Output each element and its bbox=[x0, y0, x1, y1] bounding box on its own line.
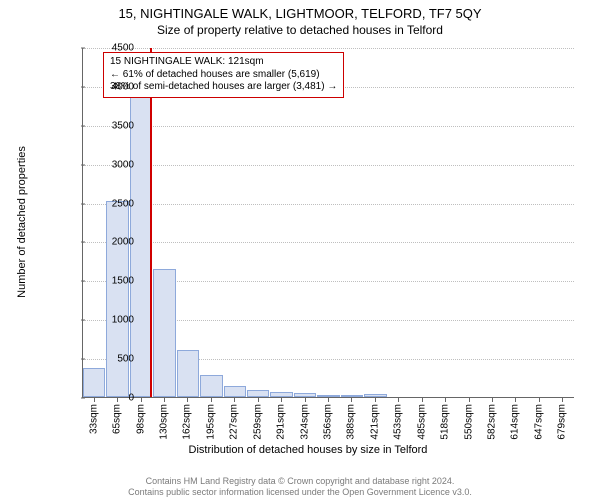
histogram-bar bbox=[294, 393, 316, 397]
histogram-bar bbox=[177, 350, 199, 397]
y-tick-label: 1000 bbox=[90, 315, 134, 326]
y-tick-mark bbox=[81, 320, 85, 321]
plot-area: 15 NIGHTINGALE WALK: 121sqm ← 61% of det… bbox=[82, 48, 574, 398]
gridline bbox=[83, 242, 574, 243]
x-tick-label: 614sqm bbox=[510, 404, 521, 440]
x-tick-mark bbox=[445, 398, 446, 402]
histogram-bar bbox=[153, 269, 175, 397]
callout-line-1: 15 NIGHTINGALE WALK: 121sqm bbox=[110, 56, 337, 69]
y-tick-mark bbox=[81, 242, 85, 243]
x-tick-label: 388sqm bbox=[346, 404, 357, 440]
histogram-bar bbox=[200, 375, 222, 397]
histogram-bar bbox=[224, 386, 246, 397]
y-tick-mark bbox=[81, 48, 85, 49]
x-tick-label: 195sqm bbox=[205, 404, 216, 440]
chart-container: Number of detached properties 15 NIGHTIN… bbox=[34, 42, 582, 437]
histogram-bar bbox=[364, 394, 386, 397]
footer-line-1: Contains HM Land Registry data © Crown c… bbox=[0, 476, 600, 487]
x-tick-label: 421sqm bbox=[369, 404, 380, 440]
histogram-bar bbox=[317, 395, 339, 397]
y-tick-label: 4500 bbox=[90, 43, 134, 54]
histogram-bar bbox=[106, 201, 128, 397]
x-tick-label: 227sqm bbox=[229, 404, 240, 440]
x-tick-mark bbox=[562, 398, 563, 402]
x-tick-label: 291sqm bbox=[276, 404, 287, 440]
gridline bbox=[83, 204, 574, 205]
x-tick-mark bbox=[539, 398, 540, 402]
gridline bbox=[83, 126, 574, 127]
gridline bbox=[83, 165, 574, 166]
histogram-bar bbox=[247, 390, 269, 397]
y-tick-label: 4000 bbox=[90, 81, 134, 92]
histogram-bar bbox=[341, 395, 363, 397]
x-tick-label: 550sqm bbox=[463, 404, 474, 440]
callout-line-2: ← 61% of detached houses are smaller (5,… bbox=[110, 69, 337, 82]
x-tick-mark bbox=[375, 398, 376, 402]
y-tick-label: 1500 bbox=[90, 276, 134, 287]
x-tick-mark bbox=[305, 398, 306, 402]
x-tick-mark bbox=[258, 398, 259, 402]
x-tick-mark bbox=[94, 398, 95, 402]
x-tick-label: 453sqm bbox=[393, 404, 404, 440]
x-tick-mark bbox=[515, 398, 516, 402]
y-tick-label: 500 bbox=[90, 354, 134, 365]
x-tick-mark bbox=[398, 398, 399, 402]
y-tick-label: 2000 bbox=[90, 237, 134, 248]
y-tick-label: 2500 bbox=[90, 198, 134, 209]
x-tick-mark bbox=[141, 398, 142, 402]
callout-box: 15 NIGHTINGALE WALK: 121sqm ← 61% of det… bbox=[103, 52, 344, 98]
y-tick-label: 0 bbox=[90, 393, 134, 404]
callout-line-3: 38% of semi-detached houses are larger (… bbox=[110, 81, 337, 94]
x-tick-label: 162sqm bbox=[182, 404, 193, 440]
x-tick-label: 356sqm bbox=[323, 404, 334, 440]
x-tick-label: 324sqm bbox=[299, 404, 310, 440]
y-tick-mark bbox=[81, 164, 85, 165]
histogram-bar bbox=[270, 392, 292, 397]
x-tick-mark bbox=[117, 398, 118, 402]
y-tick-mark bbox=[81, 86, 85, 87]
property-marker-line bbox=[150, 48, 152, 397]
x-tick-mark bbox=[469, 398, 470, 402]
x-tick-label: 98sqm bbox=[135, 404, 146, 434]
y-tick-mark bbox=[81, 281, 85, 282]
x-tick-label: 518sqm bbox=[440, 404, 451, 440]
x-tick-mark bbox=[492, 398, 493, 402]
x-tick-label: 130sqm bbox=[159, 404, 170, 440]
y-tick-mark bbox=[81, 359, 85, 360]
footer-line-2: Contains public sector information licen… bbox=[0, 487, 600, 498]
x-tick-label: 647sqm bbox=[533, 404, 544, 440]
x-tick-mark bbox=[211, 398, 212, 402]
x-tick-mark bbox=[234, 398, 235, 402]
x-tick-label: 679sqm bbox=[557, 404, 568, 440]
x-tick-mark bbox=[351, 398, 352, 402]
page-title: 15, NIGHTINGALE WALK, LIGHTMOOR, TELFORD… bbox=[0, 0, 600, 21]
x-tick-label: 33sqm bbox=[88, 404, 99, 434]
attribution-footer: Contains HM Land Registry data © Crown c… bbox=[0, 476, 600, 498]
y-tick-mark bbox=[81, 125, 85, 126]
x-tick-mark bbox=[422, 398, 423, 402]
y-tick-mark bbox=[81, 398, 85, 399]
y-tick-label: 3500 bbox=[90, 120, 134, 131]
x-tick-mark bbox=[281, 398, 282, 402]
x-tick-mark bbox=[187, 398, 188, 402]
x-tick-mark bbox=[328, 398, 329, 402]
x-tick-label: 65sqm bbox=[112, 404, 123, 434]
gridline bbox=[83, 48, 574, 49]
x-tick-mark bbox=[164, 398, 165, 402]
x-tick-label: 582sqm bbox=[487, 404, 498, 440]
x-tick-label: 485sqm bbox=[416, 404, 427, 440]
y-tick-label: 3000 bbox=[90, 159, 134, 170]
y-tick-mark bbox=[81, 203, 85, 204]
page-subtitle: Size of property relative to detached ho… bbox=[0, 21, 600, 37]
x-tick-label: 259sqm bbox=[252, 404, 263, 440]
